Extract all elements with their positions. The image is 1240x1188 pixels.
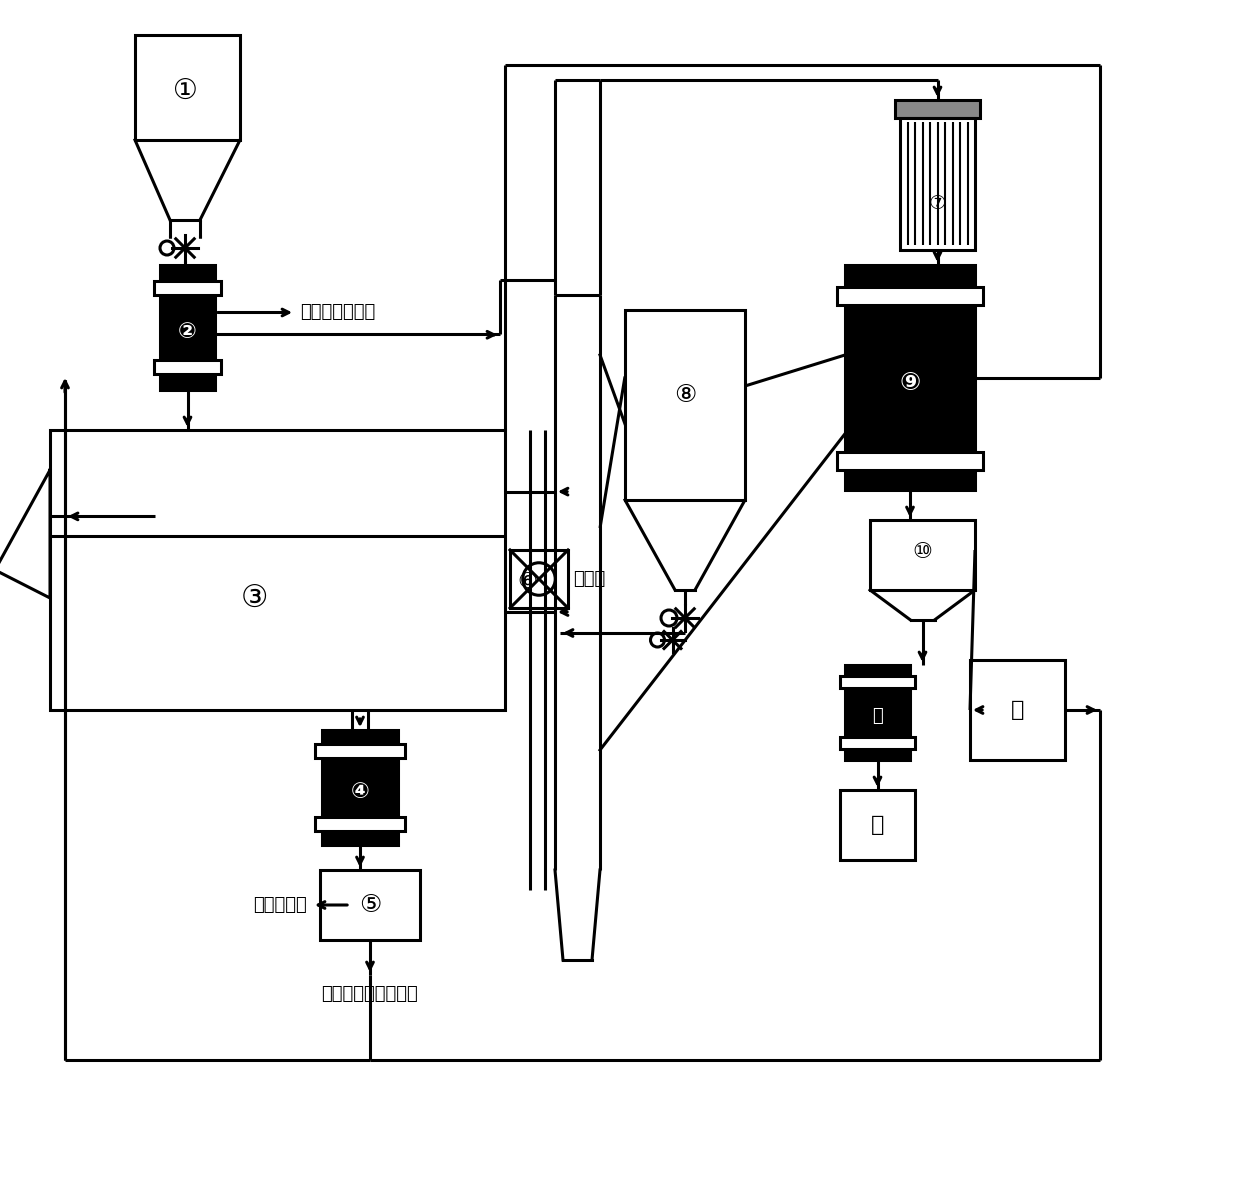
Bar [315,817,405,830]
Text: ⑤: ⑤ [358,893,381,917]
Bar [135,34,241,140]
Bar [160,265,215,390]
Bar [50,430,505,710]
Bar [625,310,745,500]
Bar [839,676,915,688]
Bar [895,100,980,118]
Text: ⑦: ⑦ [929,195,946,214]
Text: ④: ④ [351,782,370,802]
Text: ⑨: ⑨ [899,371,920,394]
Text: ⑪: ⑪ [872,708,883,726]
Text: ⑫: ⑫ [870,815,884,835]
Bar [315,744,405,758]
Bar [837,287,983,305]
Bar [154,360,221,374]
Bar [154,282,221,295]
Polygon shape [0,470,50,598]
Text: ②: ② [179,322,197,341]
Bar [844,665,910,760]
Text: ⑧: ⑧ [673,384,696,407]
Bar [320,870,420,940]
Text: ⑬: ⑬ [1011,700,1024,720]
Bar [844,265,975,489]
Text: 去烟气净化系统: 去烟气净化系统 [300,303,376,322]
Text: ⑥: ⑥ [517,571,537,592]
Text: ③: ③ [241,583,268,613]
Text: ①: ① [172,76,197,105]
Bar [322,729,398,845]
Text: 燃烧器: 燃烧器 [573,570,605,588]
Text: 脱硫脱础剂: 脱硫脱础剂 [253,896,308,914]
Bar [837,451,983,470]
Bar [870,520,975,590]
Bar [839,737,915,748]
Bar [900,118,975,249]
Bar [839,790,915,860]
Text: 固体粉末返回窑烧器: 固体粉末返回窑烧器 [321,985,418,1003]
Text: ⑩: ⑩ [913,542,932,562]
Bar [510,550,568,608]
Bar [970,661,1065,760]
